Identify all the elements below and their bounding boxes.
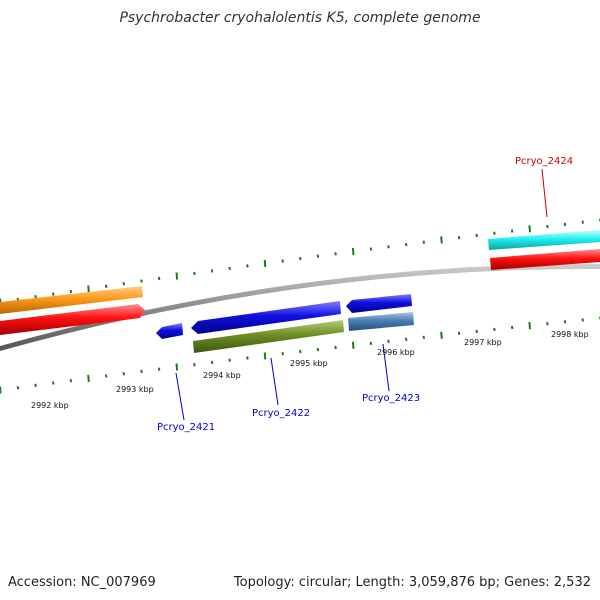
lower-scale-tick (299, 349, 302, 354)
scale-label-2993: 2993 kbp (116, 385, 154, 394)
upper-scale-tick (175, 272, 179, 280)
genome-summary-text: Topology: circular; Length: 3,059,876 bp… (233, 575, 591, 590)
upper-scale-tick (457, 236, 461, 240)
upper-scale-tick (140, 279, 143, 283)
gene-feature-cyan (488, 230, 600, 250)
scale-label-2994: 2994 kbp (203, 371, 241, 380)
lower-scale-tick (263, 352, 267, 360)
lower-scale-tick (369, 341, 373, 345)
upper-scale-tick (581, 220, 584, 224)
upper-scale-tick (122, 282, 126, 286)
upper-scale-tick (51, 292, 55, 296)
upper-scale-tick (510, 229, 514, 233)
leader-line-pcryo-2424 (541, 168, 548, 218)
gene-label-pcryo-2421[interactable]: Pcryo_2421 (157, 422, 215, 433)
upper-scale-tick (404, 242, 408, 247)
scale-label-2995: 2995 kbp (290, 359, 328, 368)
upper-scale-tick (157, 276, 161, 281)
lower-scale-tick (210, 360, 214, 365)
leader-line-pcryo-2422 (270, 357, 279, 406)
lower-scale-tick (440, 331, 443, 339)
lower-scale-tick (0, 386, 2, 394)
lower-scale-tick (457, 331, 461, 335)
upper-scale-tick (281, 259, 284, 263)
gene-label-pcryo-2423[interactable]: Pcryo_2423 (362, 393, 420, 404)
upper-scale-tick (246, 264, 249, 268)
gene-feature-steelblue (348, 312, 414, 331)
upper-scale-tick (440, 236, 443, 244)
upper-scale-tick (210, 269, 214, 273)
lower-scale-tick (316, 347, 320, 352)
upper-scale-tick (387, 245, 390, 249)
lower-scale-tick (351, 341, 355, 349)
upper-scale-tick (69, 289, 73, 294)
upper-scale-tick (493, 231, 496, 235)
lower-scale-tick (140, 369, 143, 374)
gene-label-pcryo-2422[interactable]: Pcryo_2422 (252, 408, 310, 419)
lower-scale-tick (34, 383, 37, 387)
upper-scale-tick (87, 285, 90, 293)
upper-scale-tick (369, 247, 373, 251)
lower-scale-tick (334, 345, 337, 350)
upper-scale-tick (299, 256, 302, 261)
lower-scale-tick (157, 367, 161, 371)
lower-scale-tick (387, 339, 390, 343)
upper-scale-tick (263, 259, 267, 268)
gene-label-pcryo-2424[interactable]: Pcryo_2424 (515, 156, 573, 167)
gene-feature-red-right (490, 249, 600, 270)
upper-scale-tick (193, 271, 196, 276)
upper-scale-tick (475, 233, 479, 238)
gene-feature-pcryo-2422-blue (191, 301, 341, 334)
upper-scale-tick (228, 266, 231, 271)
upper-scale-tick (316, 254, 320, 258)
lower-scale-tick (475, 329, 479, 334)
lower-scale-tick (16, 386, 20, 390)
upper-scale-tick (34, 295, 37, 299)
scale-label-2997: 2997 kbp (464, 338, 502, 347)
lower-scale-tick (546, 322, 549, 326)
accession-text: Accession: NC_007969 (8, 575, 156, 590)
lower-scale-tick (193, 363, 196, 367)
upper-scale-tick (528, 225, 531, 233)
map-title: Psychrobacter cryohalolentis K5, complet… (119, 10, 481, 26)
lower-scale-tick (228, 358, 231, 362)
leader-line-pcryo-2423 (382, 343, 390, 392)
lower-scale-tick (422, 335, 426, 339)
upper-scale-tick (334, 252, 337, 256)
lower-scale-tick (51, 381, 55, 385)
upper-scale-tick (546, 224, 549, 229)
scale-label-2996: 2996 kbp (377, 348, 415, 357)
lower-scale-tick (528, 322, 531, 330)
lower-scale-tick (246, 356, 249, 360)
leader-line-pcryo-2421 (175, 372, 185, 421)
upper-scale-tick (104, 284, 108, 288)
lower-scale-tick (510, 325, 514, 330)
gene-feature-orange (0, 286, 143, 314)
lower-scale-tick (581, 318, 584, 322)
scale-label-2992: 2992 kbp (31, 401, 69, 410)
gene-feature-red-left (0, 304, 145, 335)
lower-scale-tick (87, 374, 90, 382)
lower-scale-tick (175, 363, 179, 371)
lower-scale-tick (404, 337, 408, 341)
gene-feature-pcryo-2423-blue (346, 294, 412, 313)
scale-label-2998: 2998 kbp (551, 330, 589, 339)
lower-scale-tick (69, 379, 73, 383)
upper-scale-tick (422, 240, 426, 244)
gene-feature-pcryo-2421 (156, 323, 183, 339)
lower-scale-tick (281, 352, 284, 356)
gene-feature-olive (193, 320, 344, 353)
upper-scale-tick (563, 222, 567, 227)
upper-scale-tick (351, 247, 355, 256)
lower-scale-tick (104, 374, 108, 378)
lower-scale-tick (122, 372, 126, 376)
scale-ticks (0, 218, 600, 394)
lower-scale-tick (493, 327, 496, 332)
lower-scale-tick (563, 320, 567, 324)
